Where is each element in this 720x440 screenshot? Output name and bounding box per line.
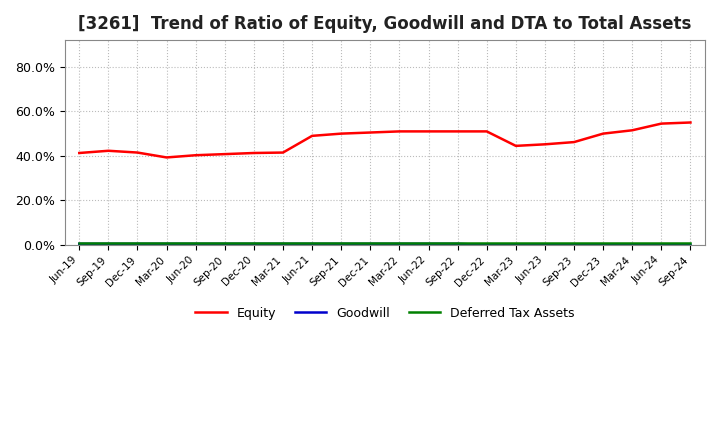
Equity — [104, 148, 113, 154]
Deferred Tax Assets — [250, 241, 258, 246]
Equity — [511, 143, 520, 149]
Goodwill — [220, 241, 229, 246]
Goodwill — [162, 241, 171, 246]
Goodwill — [307, 241, 316, 246]
Line: Goodwill: Goodwill — [79, 244, 690, 245]
Deferred Tax Assets — [570, 241, 578, 246]
Deferred Tax Assets — [424, 241, 433, 246]
Line: Equity: Equity — [79, 122, 690, 158]
Equity — [454, 129, 462, 134]
Equity — [162, 155, 171, 160]
Goodwill — [541, 242, 549, 248]
Deferred Tax Assets — [511, 241, 520, 246]
Equity — [75, 150, 84, 156]
Equity — [279, 150, 287, 155]
Deferred Tax Assets — [220, 241, 229, 246]
Deferred Tax Assets — [366, 241, 374, 246]
Goodwill — [628, 242, 636, 248]
Deferred Tax Assets — [162, 241, 171, 246]
Goodwill — [599, 242, 608, 248]
Equity — [482, 129, 491, 134]
Goodwill — [337, 241, 346, 246]
Equity — [133, 150, 142, 155]
Deferred Tax Assets — [192, 241, 200, 246]
Legend: Equity, Goodwill, Deferred Tax Assets: Equity, Goodwill, Deferred Tax Assets — [190, 302, 580, 325]
Deferred Tax Assets — [482, 241, 491, 246]
Equity — [250, 150, 258, 156]
Goodwill — [75, 241, 84, 246]
Equity — [395, 129, 404, 134]
Deferred Tax Assets — [279, 241, 287, 246]
Deferred Tax Assets — [337, 241, 346, 246]
Equity — [570, 139, 578, 145]
Equity — [366, 130, 374, 135]
Goodwill — [104, 241, 113, 246]
Deferred Tax Assets — [657, 241, 666, 246]
Equity — [307, 133, 316, 139]
Deferred Tax Assets — [628, 241, 636, 246]
Deferred Tax Assets — [541, 241, 549, 246]
Goodwill — [454, 241, 462, 246]
Deferred Tax Assets — [454, 241, 462, 246]
Goodwill — [395, 241, 404, 246]
Goodwill — [657, 242, 666, 248]
Deferred Tax Assets — [133, 241, 142, 246]
Equity — [686, 120, 695, 125]
Deferred Tax Assets — [75, 241, 84, 246]
Deferred Tax Assets — [307, 241, 316, 246]
Goodwill — [250, 241, 258, 246]
Deferred Tax Assets — [686, 241, 695, 246]
Equity — [628, 128, 636, 133]
Goodwill — [686, 242, 695, 248]
Deferred Tax Assets — [104, 241, 113, 246]
Equity — [541, 142, 549, 147]
Equity — [220, 151, 229, 157]
Goodwill — [570, 242, 578, 248]
Title: [3261]  Trend of Ratio of Equity, Goodwill and DTA to Total Assets: [3261] Trend of Ratio of Equity, Goodwil… — [78, 15, 691, 33]
Goodwill — [482, 242, 491, 248]
Equity — [424, 129, 433, 134]
Equity — [599, 131, 608, 136]
Goodwill — [279, 241, 287, 246]
Goodwill — [133, 241, 142, 246]
Deferred Tax Assets — [395, 241, 404, 246]
Goodwill — [192, 241, 200, 246]
Goodwill — [511, 242, 520, 248]
Equity — [337, 131, 346, 136]
Equity — [192, 153, 200, 158]
Goodwill — [366, 241, 374, 246]
Deferred Tax Assets — [599, 241, 608, 246]
Equity — [657, 121, 666, 126]
Goodwill — [424, 241, 433, 246]
